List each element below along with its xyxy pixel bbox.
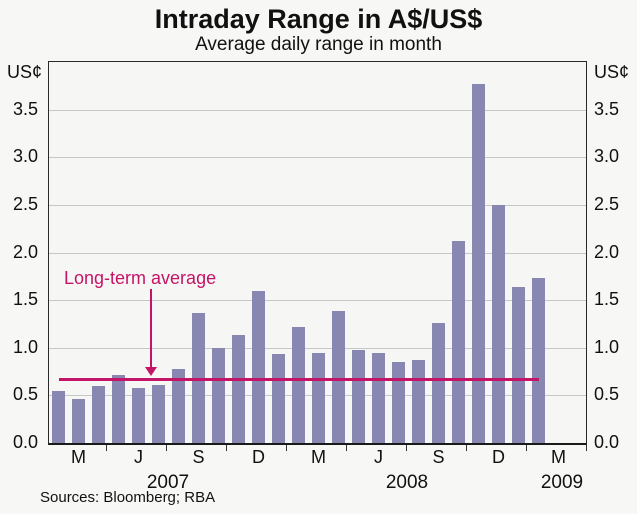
x-month-label: J [374, 447, 383, 467]
gridline [49, 109, 586, 111]
y-tick-label-left: 2.5 [12, 193, 38, 214]
bar-sep-2008 [432, 323, 445, 443]
x-axis-tick [466, 445, 467, 451]
bar-dec-2007 [252, 290, 265, 443]
y-tick-label-right: 2.0 [594, 241, 620, 262]
x-month-label: J [134, 447, 143, 467]
bar-jan-2008 [272, 353, 285, 443]
bar-may-2007 [112, 375, 125, 443]
y-tick-label-left: 3.5 [12, 98, 38, 119]
y-tick-label-left: 2.0 [12, 241, 38, 262]
gridline [49, 300, 586, 302]
bar-feb-2008 [292, 326, 305, 443]
y-tick-label-right: 1.5 [594, 289, 620, 310]
x-month-label: D [492, 447, 505, 467]
bar-may-2008 [352, 349, 365, 443]
x-month-label: D [252, 447, 265, 467]
y-axis-unit-left: US¢ [6, 62, 42, 82]
bar-jan-2009 [512, 286, 525, 443]
bar-jun-2008 [372, 352, 385, 443]
x-year-label: 2009 [540, 472, 584, 493]
y-tick-label-left: 3.0 [12, 146, 38, 167]
gridline [49, 157, 586, 159]
y-tick-label-right: 2.5 [594, 193, 620, 214]
bar-mar-2008 [312, 352, 325, 443]
y-tick-label-right: 0.5 [594, 384, 620, 405]
y-axis-unit-right: US¢ [594, 62, 630, 82]
average-annotation-arrow [149, 289, 152, 367]
x-month-label: M [551, 447, 566, 467]
y-tick-label-left: 0.5 [12, 384, 38, 405]
y-tick-label-right: 3.0 [594, 146, 620, 167]
x-axis-tick [346, 445, 347, 451]
bar-feb-2009 [532, 278, 545, 443]
bar-apr-2008 [332, 310, 345, 443]
average-annotation-label: Long-term average [64, 268, 217, 288]
arrow-head-icon [144, 367, 157, 376]
y-tick-label-left: 1.5 [12, 289, 38, 310]
x-axis-tick [226, 445, 227, 451]
gridline [49, 204, 586, 206]
bar-aug-2007 [172, 368, 185, 443]
bar-jun-2007 [132, 387, 145, 443]
bar-feb-2007 [52, 390, 65, 443]
bar-oct-2007 [212, 347, 225, 443]
x-month-label: S [192, 447, 205, 467]
bar-sep-2007 [192, 312, 205, 443]
bar-jul-2007 [152, 384, 165, 443]
plot-area: Long-term average M J S D M J S D M 2007 2008 2009 [48, 61, 587, 493]
y-tick-label-left: 0.0 [12, 432, 38, 452]
bar-dec-2008 [492, 204, 505, 443]
x-axis-tick [166, 445, 167, 451]
gridline [49, 252, 586, 254]
x-month-label: M [71, 447, 86, 467]
bar-nov-2007 [232, 335, 245, 443]
sources-note: Sources: Bloomberg; RBA [40, 489, 216, 506]
chart-subtitle: Average daily range in month [195, 34, 442, 55]
x-year-label: 2008 [385, 472, 429, 493]
y-tick-label-right: 1.0 [594, 336, 620, 357]
x-axis-tick [586, 445, 587, 451]
bar-nov-2008 [472, 83, 485, 443]
x-axis-tick [406, 445, 407, 451]
bar-mar-2007 [72, 399, 85, 443]
x-axis-tick [106, 445, 107, 451]
y-tick-label-left: 1.0 [12, 336, 38, 357]
x-axis-tick [526, 445, 527, 451]
x-year-label: 2007 [146, 472, 190, 493]
average-line [58, 378, 539, 382]
bar-jul-2008 [392, 362, 405, 443]
bar-apr-2007 [92, 385, 105, 443]
bar-oct-2008 [452, 241, 465, 443]
x-month-label: M [311, 447, 326, 467]
chart-title: Intraday Range in A$/US$ [154, 4, 483, 34]
bar-aug-2008 [412, 360, 425, 443]
y-tick-label-right: 0.0 [594, 432, 620, 452]
gridline [49, 347, 586, 349]
y-tick-label-right: 3.5 [594, 98, 620, 119]
x-axis-tick [286, 445, 287, 451]
x-month-label: S [432, 447, 445, 467]
